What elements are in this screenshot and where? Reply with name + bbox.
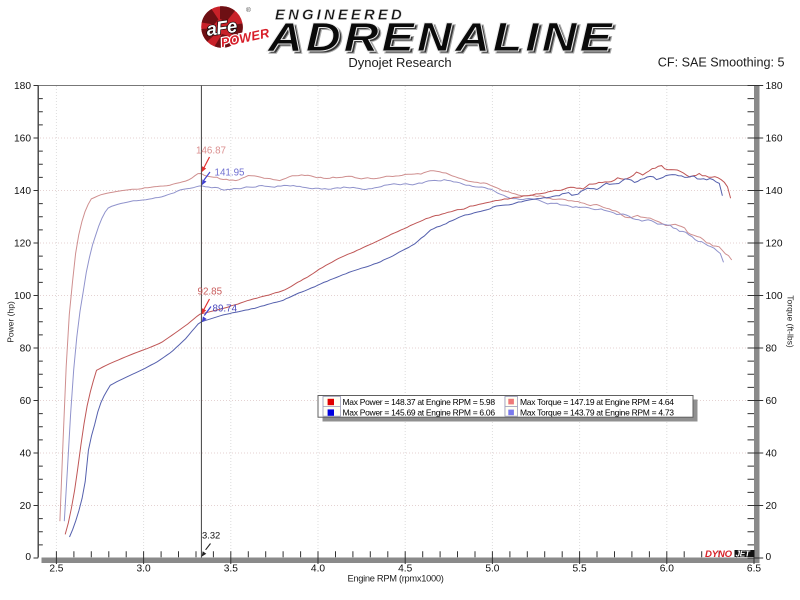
svg-text:80: 80 [766,344,778,355]
svg-text:5.5: 5.5 [573,564,587,575]
svg-text:40: 40 [20,449,32,460]
svg-text:JET: JET [736,549,751,558]
svg-text:141.95: 141.95 [215,168,246,179]
svg-text:3.5: 3.5 [224,564,238,575]
svg-text:Max Power = 145.69 at Engine R: Max Power = 145.69 at Engine RPM = 6.06 [343,407,496,417]
svg-text:®: ® [246,6,251,14]
svg-text:ENGINEERED: ENGINEERED [275,8,405,24]
svg-text:80: 80 [20,344,32,355]
svg-text:Max Torque = 147.19 at Engine: Max Torque = 147.19 at Engine RPM = 4.64 [520,397,674,407]
svg-text:4.0: 4.0 [311,564,325,575]
svg-text:6.0: 6.0 [660,564,674,575]
svg-text:40: 40 [766,449,778,460]
svg-text:Power (hp): Power (hp) [6,301,16,343]
svg-text:CF: SAE Smoothing: 5: CF: SAE Smoothing: 5 [658,56,785,70]
svg-text:140: 140 [14,186,31,197]
svg-text:92.85: 92.85 [198,287,223,298]
svg-text:Max Power = 148.37 at Engine R: Max Power = 148.37 at Engine RPM = 5.98 [343,397,496,407]
svg-text:Engine RPM (rpmx1000): Engine RPM (rpmx1000) [347,574,443,584]
svg-text:DYNO: DYNO [705,549,733,560]
svg-text:Dynojet Research: Dynojet Research [348,55,451,70]
svg-text:60: 60 [766,396,778,407]
svg-text:3.32: 3.32 [202,530,220,541]
svg-text:0: 0 [25,552,31,563]
svg-text:0: 0 [766,552,772,563]
svg-text:5.0: 5.0 [485,564,499,575]
svg-text:120: 120 [14,239,31,250]
svg-text:3.0: 3.0 [137,564,151,575]
svg-text:20: 20 [20,501,32,512]
svg-text:6.5: 6.5 [747,564,761,575]
svg-text:aFe: aFe [205,15,238,40]
svg-text:89.74: 89.74 [213,304,238,315]
svg-text:180: 180 [766,81,783,92]
svg-text:180: 180 [14,81,31,92]
svg-text:100: 100 [766,291,783,302]
svg-text:ADRENALINE: ADRENALINE [269,16,617,63]
svg-text:4.5: 4.5 [398,564,412,575]
svg-text:Max Torque = 143.79 at Engine: Max Torque = 143.79 at Engine RPM = 4.73 [520,407,674,417]
svg-text:160: 160 [14,134,31,145]
svg-text:ADRENALINE: ADRENALINE [267,14,615,61]
svg-text:100: 100 [14,291,31,302]
svg-text:140: 140 [766,186,783,197]
svg-text:Torque (ft-lbs): Torque (ft-lbs) [786,295,796,348]
svg-text:146.87: 146.87 [196,146,226,157]
svg-text:160: 160 [766,134,783,145]
svg-text:120: 120 [766,239,783,250]
svg-text:2.5: 2.5 [49,564,63,575]
svg-text:20: 20 [766,501,778,512]
svg-text:60: 60 [20,396,32,407]
